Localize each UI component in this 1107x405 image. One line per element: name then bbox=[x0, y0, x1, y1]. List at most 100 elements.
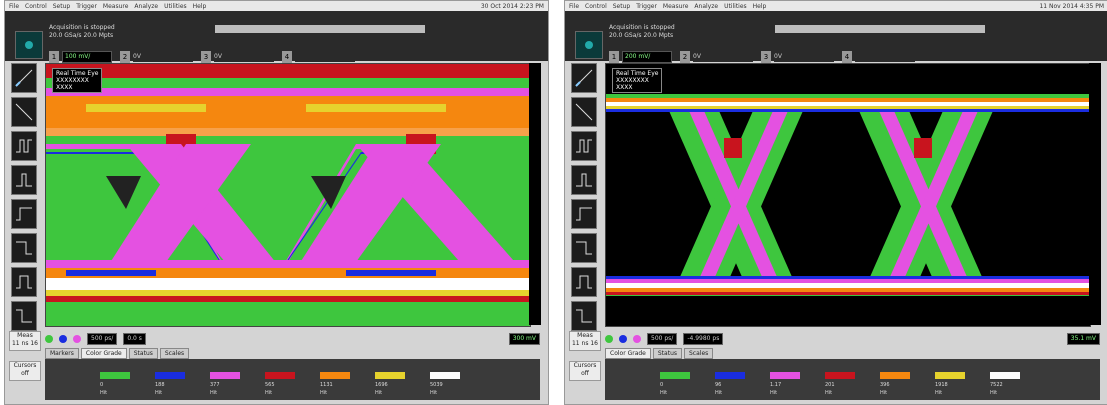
title-line: XXXX bbox=[56, 84, 73, 91]
channel-offset[interactable]: 0V bbox=[214, 52, 274, 62]
delay-field[interactable]: -4.9980 ps bbox=[683, 333, 724, 345]
color-dot-icon[interactable] bbox=[605, 335, 613, 343]
tab-status[interactable]: Status bbox=[128, 348, 158, 359]
rise-time-icon[interactable] bbox=[11, 199, 37, 229]
menu-control[interactable]: Control bbox=[25, 2, 47, 10]
color-dot-icon[interactable] bbox=[59, 335, 67, 343]
trigger-level-strip[interactable] bbox=[1089, 63, 1101, 325]
tab-scales[interactable]: Scales bbox=[159, 348, 190, 359]
measurement-title-box: Real Time Eye XXXXXXXX XXXX bbox=[52, 68, 103, 93]
channel-offset[interactable]: 0V bbox=[693, 52, 753, 62]
legend-swatch bbox=[990, 372, 1020, 379]
color-dot-icon[interactable] bbox=[619, 335, 627, 343]
horizontal-controls: 500 ps/ -4.9980 ps 35.1 mV bbox=[605, 331, 1100, 347]
fall-time-icon[interactable] bbox=[11, 233, 37, 263]
menu-analyze[interactable]: Analyze bbox=[134, 2, 159, 10]
menu-help[interactable]: Help bbox=[192, 2, 207, 10]
channel-3-button[interactable]: 3 bbox=[761, 51, 771, 63]
trigger-level-field[interactable]: 300 mV bbox=[508, 333, 540, 345]
channel-4-button[interactable]: 4 bbox=[282, 51, 292, 63]
cursors-button[interactable]: Cursors off bbox=[9, 361, 41, 381]
timebase-field[interactable]: 500 ps/ bbox=[87, 333, 118, 345]
tab-color-grade[interactable]: Color Grade bbox=[605, 348, 651, 359]
legend-value: 7522 bbox=[990, 382, 1003, 388]
menu-trigger[interactable]: Trigger bbox=[636, 2, 657, 10]
color-dot-icon[interactable] bbox=[73, 335, 81, 343]
legend-value: 396 bbox=[880, 382, 890, 388]
color-grade-legend: 0 188 377 565 1131 1696 5039 Hit Hit Hit… bbox=[45, 359, 540, 400]
menu-measure[interactable]: Measure bbox=[662, 2, 689, 10]
measure-button[interactable]: Meas 11 ns 16 bbox=[9, 331, 41, 351]
color-dot-icon[interactable] bbox=[45, 335, 53, 343]
zoom-tool-icon[interactable] bbox=[11, 63, 37, 93]
timebase-field[interactable]: 500 ps/ bbox=[647, 333, 678, 345]
acquisition-status: Acquisition is stopped bbox=[609, 24, 675, 31]
channel-offset[interactable] bbox=[855, 52, 915, 62]
tab-color-grade[interactable]: Color Grade bbox=[80, 348, 127, 359]
trigger-level-field[interactable]: 35.1 mV bbox=[1066, 333, 1100, 345]
channel-offset[interactable] bbox=[295, 52, 355, 62]
channel-offset[interactable]: 0V bbox=[133, 52, 193, 62]
tab-markers[interactable]: Markers bbox=[45, 348, 79, 359]
menu-file[interactable]: File bbox=[569, 2, 580, 10]
channel-scale[interactable]: 100 mV/ bbox=[62, 51, 112, 63]
menu-utilities[interactable]: Utilities bbox=[724, 2, 747, 10]
legend-unit: Hit bbox=[990, 390, 998, 396]
channel-1-button[interactable]: 1 bbox=[609, 51, 619, 63]
cursors-button[interactable]: Cursors off bbox=[569, 361, 601, 381]
horizontal-position-bar[interactable] bbox=[775, 25, 985, 33]
measure-button[interactable]: Meas 11 ns 16 bbox=[569, 331, 601, 351]
width-tool-icon[interactable] bbox=[571, 267, 597, 297]
channel-scale[interactable]: 200 mV/ bbox=[622, 51, 672, 63]
clock: 30 Oct 2014 2:23 PM bbox=[480, 2, 544, 10]
rise-time-icon[interactable] bbox=[571, 199, 597, 229]
pulse-trigger-icon[interactable] bbox=[11, 131, 37, 161]
period-tool-icon[interactable] bbox=[571, 301, 597, 331]
color-grade-legend: 0 96 1.17 201 396 1918 7522 Hit Hit Hit … bbox=[605, 359, 1100, 400]
menu-file[interactable]: File bbox=[9, 2, 20, 10]
legend-unit: Hit bbox=[430, 390, 438, 396]
fall-time-icon[interactable] bbox=[571, 233, 597, 263]
menu-help[interactable]: Help bbox=[752, 2, 767, 10]
zoom-tool-icon[interactable] bbox=[571, 63, 597, 93]
menu-setup[interactable]: Setup bbox=[52, 2, 71, 10]
legend-value: 96 bbox=[715, 382, 722, 388]
legend-unit: Hit bbox=[715, 390, 723, 396]
delay-field[interactable]: 0.0 s bbox=[123, 333, 146, 345]
tab-scales[interactable]: Scales bbox=[684, 348, 714, 359]
menu-trigger[interactable]: Trigger bbox=[76, 2, 97, 10]
horizontal-position-bar[interactable] bbox=[215, 25, 425, 33]
channel-offset[interactable]: 0V bbox=[774, 52, 834, 62]
eye-diagram-display[interactable]: Real Time Eye XXXXXXXX XXXX bbox=[45, 63, 531, 327]
channel-2-button[interactable]: 2 bbox=[680, 51, 690, 63]
channel-1-button[interactable]: 1 bbox=[49, 51, 59, 63]
edge-trigger-icon[interactable] bbox=[571, 165, 597, 195]
legend-units: Hit Hit Hit Hit Hit Hit Hit bbox=[660, 390, 1020, 396]
width-tool-icon[interactable] bbox=[11, 267, 37, 297]
menu-analyze[interactable]: Analyze bbox=[694, 2, 719, 10]
eye-diagram-display[interactable]: Real Time Eye XXXXXXXX XXXX bbox=[605, 63, 1091, 327]
menu-setup[interactable]: Setup bbox=[612, 2, 631, 10]
channel-2-button[interactable]: 2 bbox=[120, 51, 130, 63]
sample-rate: 20.0 GSa/s 20.0 Mpts bbox=[49, 32, 114, 39]
period-tool-icon[interactable] bbox=[11, 301, 37, 331]
app-logo-icon bbox=[575, 31, 603, 59]
edge-trigger-icon[interactable] bbox=[11, 165, 37, 195]
color-dot-icon[interactable] bbox=[633, 335, 641, 343]
tab-status[interactable]: Status bbox=[652, 348, 682, 359]
pulse-trigger-icon[interactable] bbox=[571, 131, 597, 161]
channel-3-button[interactable]: 3 bbox=[201, 51, 211, 63]
legend-value: 1918 bbox=[935, 382, 948, 388]
legend-value: 565 bbox=[265, 382, 275, 388]
diagonal-tool-icon[interactable] bbox=[571, 97, 597, 127]
menu-utilities[interactable]: Utilities bbox=[164, 2, 187, 10]
tab-bar: Color Grade Status Scales bbox=[605, 348, 714, 359]
legend-units: Hit Hit Hit Hit Hit Hit Hit bbox=[100, 390, 460, 396]
diagonal-tool-icon[interactable] bbox=[11, 97, 37, 127]
menu-control[interactable]: Control bbox=[585, 2, 607, 10]
legend-unit: Hit bbox=[265, 390, 273, 396]
trigger-level-strip[interactable] bbox=[529, 63, 541, 325]
left-toolbar bbox=[571, 63, 599, 331]
menu-measure[interactable]: Measure bbox=[102, 2, 129, 10]
channel-4-button[interactable]: 4 bbox=[842, 51, 852, 63]
